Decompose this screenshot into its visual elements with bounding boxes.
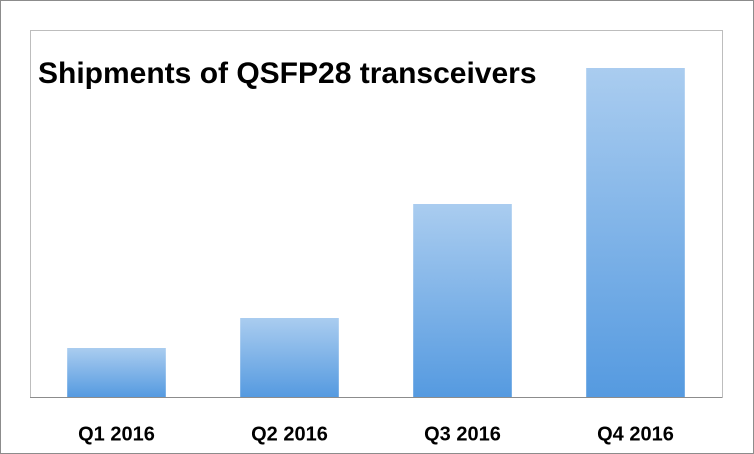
x-tick-label: Q1 2016 [78,423,155,445]
bar [240,318,339,397]
bar [413,204,512,397]
bar [67,348,166,397]
chart-title: Shipments of QSFP28 transceivers [38,57,537,90]
x-tick-label: Q4 2016 [597,423,674,445]
x-tick-label: Q3 2016 [424,423,501,445]
x-tick-label: Q2 2016 [251,423,328,445]
bar [586,68,685,397]
